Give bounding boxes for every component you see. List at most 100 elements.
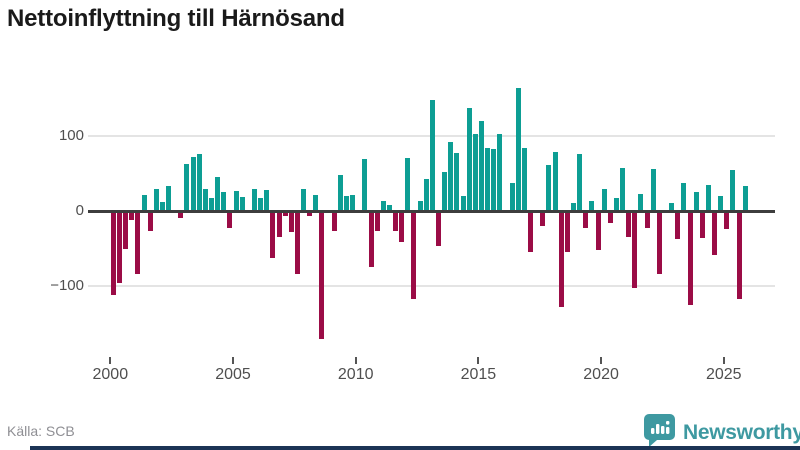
bar <box>429 99 435 212</box>
bar <box>681 182 687 212</box>
bar <box>515 87 521 212</box>
bar <box>656 212 662 274</box>
bar <box>399 212 405 242</box>
bar <box>589 200 595 212</box>
bar <box>601 188 607 212</box>
bar <box>491 149 497 212</box>
y-axis-label: 0 <box>75 202 84 219</box>
bar <box>626 212 632 237</box>
source-note: Källa: SCB <box>7 423 75 439</box>
bar <box>613 198 619 212</box>
bar <box>638 193 644 212</box>
bar <box>705 184 711 212</box>
bar <box>528 212 534 253</box>
x-axis-label: 2010 <box>337 366 374 383</box>
bar <box>270 212 276 258</box>
bar <box>209 198 215 212</box>
x-tick <box>477 357 480 364</box>
y-axis-label: 100 <box>58 127 84 145</box>
bar <box>699 212 705 239</box>
x-axis-label: 2015 <box>460 366 497 383</box>
bar <box>577 153 583 212</box>
bar <box>258 197 264 212</box>
bar <box>343 196 349 212</box>
x-axis-zero-line <box>88 209 775 213</box>
newsworthy-wordmark: Newsworthy <box>683 421 800 444</box>
bar <box>393 212 399 232</box>
bar <box>485 147 491 212</box>
bar <box>454 152 460 212</box>
bar <box>227 212 233 228</box>
bar <box>313 195 319 212</box>
x-tick <box>109 357 112 364</box>
newsworthy-logo[interactable]: Newsworthy <box>644 414 800 450</box>
bar <box>718 196 724 212</box>
bar <box>215 177 221 212</box>
bar <box>607 212 613 224</box>
bar <box>135 212 141 274</box>
bar <box>521 147 527 212</box>
bar <box>264 190 270 212</box>
bar <box>552 152 558 212</box>
bar <box>147 212 153 232</box>
bar <box>423 178 429 212</box>
bar-chart-speech-bubble-icon <box>644 414 675 450</box>
bar <box>239 196 245 212</box>
bar <box>436 212 442 246</box>
bar <box>362 158 368 212</box>
bar <box>337 175 343 212</box>
bar <box>294 212 300 274</box>
bar <box>251 188 257 212</box>
gridline--100 <box>88 284 775 287</box>
bar <box>202 189 208 212</box>
bar <box>159 202 165 212</box>
x-axis-label: 2000 <box>92 366 129 383</box>
bar <box>466 108 472 212</box>
x-tick <box>722 357 725 364</box>
bar <box>540 212 546 227</box>
bar <box>478 120 484 212</box>
bar <box>221 191 227 212</box>
bar <box>509 182 515 212</box>
bar <box>620 167 626 212</box>
y-axis-label: −100 <box>50 276 84 294</box>
x-axis-label: 2025 <box>705 366 742 383</box>
bar <box>276 212 282 237</box>
bar <box>123 212 129 250</box>
bar <box>460 196 466 212</box>
bar <box>307 212 313 217</box>
bar <box>178 212 184 218</box>
bar <box>546 165 552 212</box>
bar <box>650 169 656 212</box>
bar <box>583 212 589 228</box>
bar <box>350 195 356 212</box>
bar <box>730 169 736 212</box>
bar <box>693 192 699 212</box>
bar <box>190 156 196 212</box>
bar <box>558 212 564 307</box>
bar <box>166 186 172 212</box>
x-tick <box>354 357 357 364</box>
bar <box>411 212 417 299</box>
bar <box>129 212 135 221</box>
x-axis-label: 2005 <box>215 366 251 383</box>
x-tick <box>231 357 234 364</box>
bar <box>405 158 411 212</box>
bar <box>141 195 147 212</box>
bar <box>288 212 294 233</box>
bar <box>742 186 748 212</box>
bar <box>595 212 601 251</box>
bar <box>368 212 374 268</box>
bar <box>331 212 337 231</box>
bar <box>497 134 503 212</box>
bar <box>448 142 454 212</box>
bar <box>110 212 116 295</box>
bar <box>736 212 742 299</box>
x-tick <box>600 357 603 364</box>
bar <box>675 212 681 239</box>
bar <box>724 212 730 230</box>
bar <box>669 202 675 212</box>
bar <box>442 172 448 212</box>
bar <box>153 189 159 212</box>
bar <box>712 212 718 255</box>
